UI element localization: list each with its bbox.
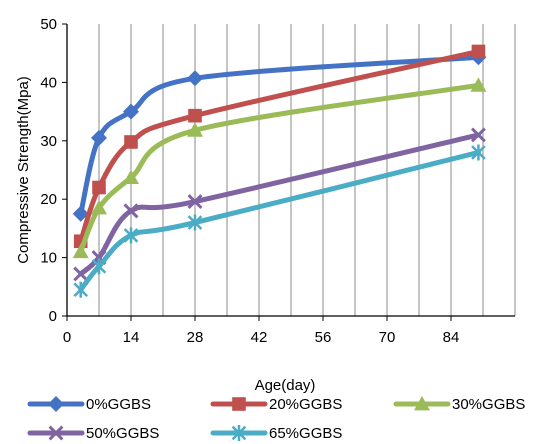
data-point [470,127,486,143]
legend-item: 30%GGBS [393,396,525,413]
y-tick-label: 40 [40,74,57,91]
series-0-ggbs [72,49,487,222]
data-point [188,108,202,123]
data-point [91,129,107,146]
legend-marker [414,396,430,411]
y-tick-label: 10 [40,250,57,267]
y-axis-title: Compressive Strength(Mpa) [15,76,32,264]
legend-item: 50%GGBS [27,425,159,442]
y-tick-label: 20 [40,191,57,208]
data-point [123,203,139,219]
data-point [187,70,203,87]
data-point [92,180,106,195]
legend-label: 0%GGBS [86,396,151,413]
data-point [123,103,139,120]
data-point [72,243,89,259]
legend-marker [232,397,246,411]
x-tick-label: 28 [187,329,204,346]
series-65-ggbs [73,144,486,298]
y-tick-label: 30 [40,133,57,150]
series-50-ggbs [73,127,486,282]
legend-label: 65%GGBS [269,425,342,442]
legend-item: 20%GGBS [210,396,342,413]
y-tick-labels: 0 10 20 30 40 50 [40,16,67,325]
series-30-ggbs [72,77,487,259]
data-point [470,77,487,92]
legend-marker [231,425,247,441]
legend-label: 20%GGBS [269,396,342,413]
data-point [73,266,89,282]
x-tick-label: 14 [123,329,140,346]
x-tick-label: 0 [63,329,71,346]
series-20-ggbs [73,44,486,249]
series [72,44,487,298]
data-point [91,199,107,215]
data-point [471,144,486,161]
data-point [187,122,203,137]
series-line [78,54,481,217]
x-tick-label: 84 [443,329,460,346]
data-point [123,227,139,244]
y-tick-label: 50 [40,16,57,33]
legend-label: 30%GGBS [452,396,525,413]
data-point [471,44,486,59]
x-tick-label: 56 [315,329,332,346]
legend-marker [48,396,64,412]
x-tick-label: 42 [251,329,268,346]
axes [66,24,515,317]
y-tick-label: 0 [49,308,57,325]
data-point [72,205,89,222]
legend-label: 50%GGBS [86,425,159,442]
x-tick-label: 70 [379,329,396,346]
x-tick-labels: 0 14 28 42 56 70 84 [63,316,460,346]
legend-item: 65%GGBS [210,425,342,442]
x-axis-title: Age(day) [255,377,316,394]
data-point [187,194,203,209]
data-point [124,135,138,149]
data-point [73,281,88,298]
data-point [123,169,139,184]
legend-item: 0%GGBS [27,396,151,413]
legend-marker [48,425,64,441]
legend: 0%GGBS 20%GGBS 30%GGBS 50%GGBS 65%GGBS [27,396,525,442]
data-point [91,258,107,275]
data-point [187,214,203,231]
